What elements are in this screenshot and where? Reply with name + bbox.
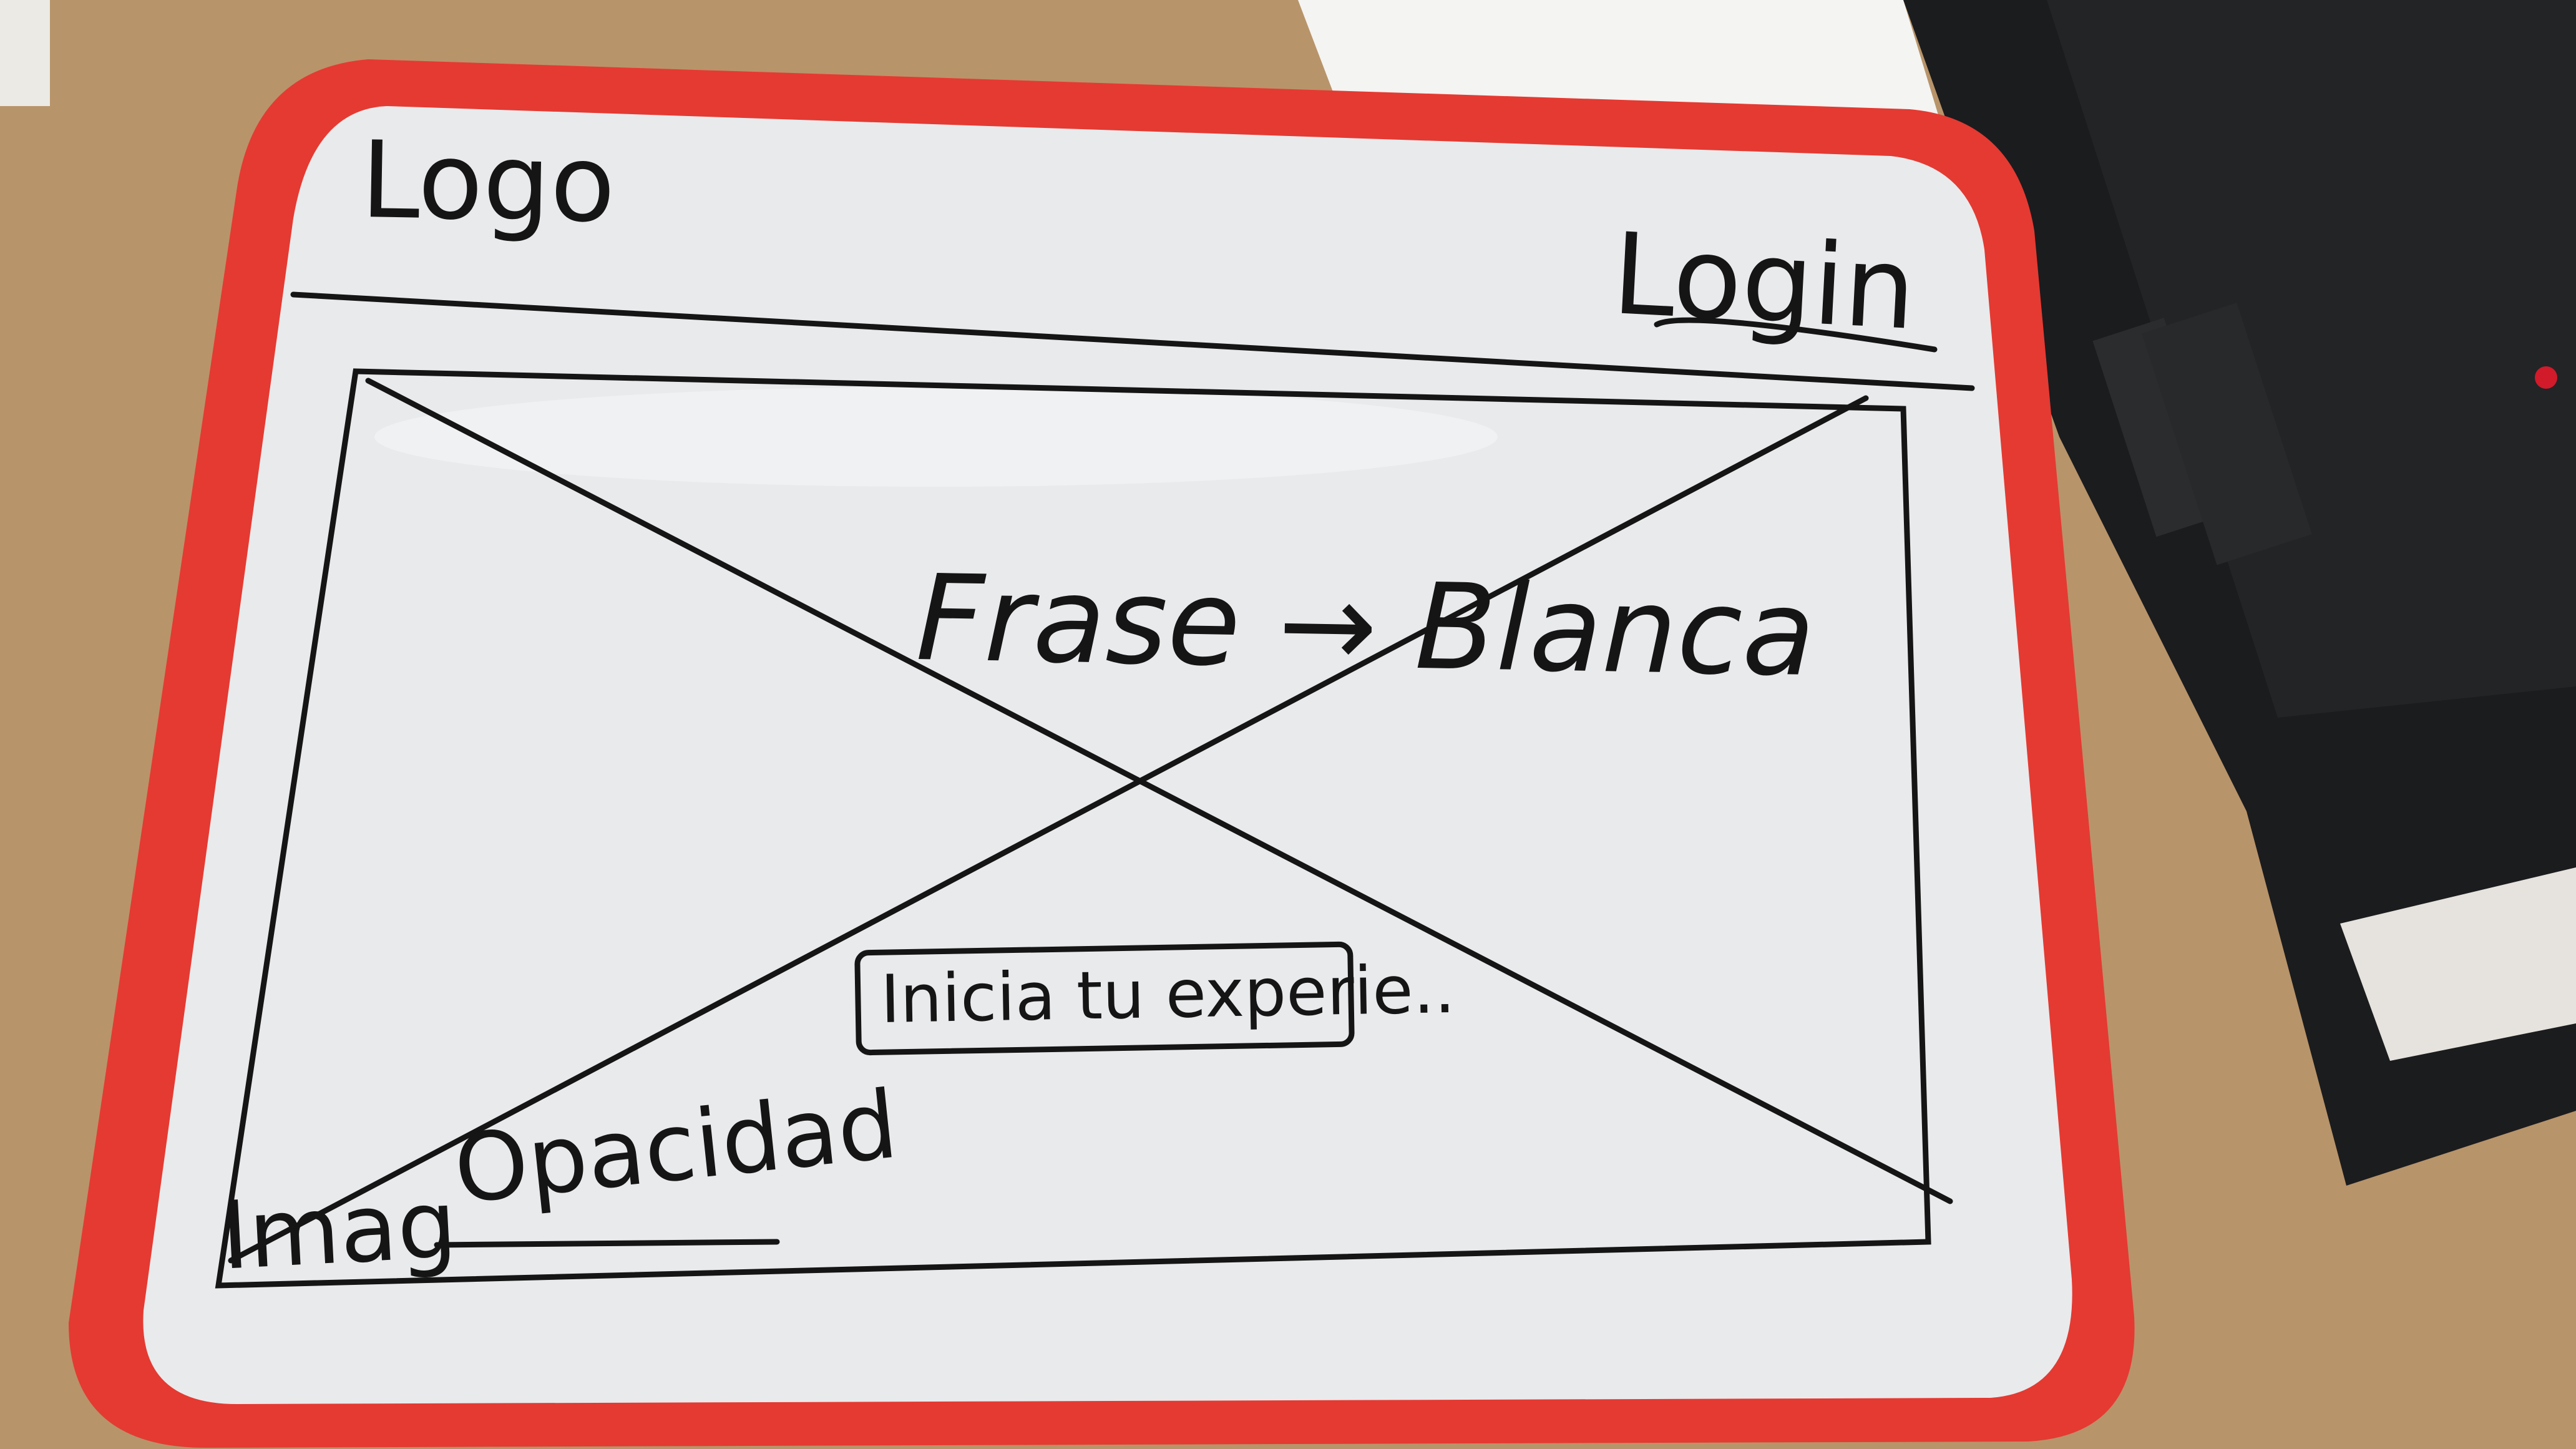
image-label: Imag: [218, 1170, 460, 1291]
wall-socket: [0, 0, 50, 106]
whiteboard-surface: [143, 106, 2072, 1404]
arrow-icon: →: [1277, 555, 1379, 695]
wireframe-strokes: [215, 291, 1975, 1289]
hero-phrase-word: Frase: [915, 549, 1242, 693]
cta-button[interactable]: [854, 941, 1355, 1056]
hero-phrase: Frase → Blanca: [915, 549, 1816, 703]
login-link[interactable]: Login: [1609, 209, 1919, 356]
laptop: [1903, 0, 2576, 1186]
cta-button-label[interactable]: Inicia tu experie..: [880, 950, 1456, 1038]
logo-placeholder: Logo: [359, 119, 617, 247]
hero-phrase-note: Blanca: [1413, 557, 1817, 703]
